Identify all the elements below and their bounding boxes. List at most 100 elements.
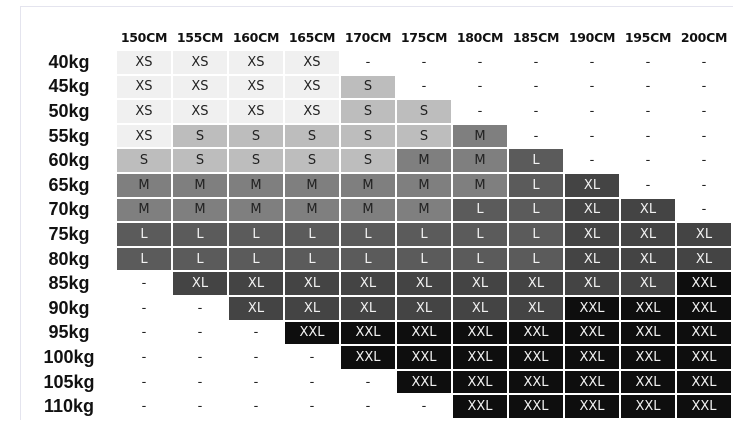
size-cell: - <box>229 370 283 394</box>
size-cell: L <box>229 247 283 271</box>
size-cell: XS <box>285 100 339 123</box>
height-header: 150CM <box>120 30 168 45</box>
size-cell: - <box>565 100 619 123</box>
size-cell: - <box>285 346 339 369</box>
table-row: 100kg - - - - XXL XXL XXL XXL XXL XXL XXL <box>23 346 731 369</box>
weight-label: 70kg <box>48 199 90 220</box>
size-cell: S <box>285 124 339 148</box>
size-cell: - <box>397 75 451 99</box>
size-cell: L <box>117 247 171 271</box>
size-cell: - <box>229 321 283 345</box>
size-cell: - <box>621 124 675 148</box>
size-cell: XL <box>677 247 731 271</box>
size-cell: L <box>453 223 507 246</box>
size-cell: - <box>117 346 171 369</box>
weight-label: 65kg <box>48 174 90 195</box>
height-header: 165CM <box>288 30 336 45</box>
weight-label: 75kg <box>48 223 90 244</box>
size-cell: - <box>341 51 395 74</box>
weight-label: 95kg <box>48 322 90 343</box>
weight-label: 85kg <box>48 273 90 294</box>
size-cell: - <box>565 75 619 99</box>
size-cell: L <box>453 247 507 271</box>
weight-label: 80kg <box>48 248 90 269</box>
table-row: 90kg - - XL XL XL XL XL XL XXL XXL XXL <box>23 296 731 320</box>
size-cell: M <box>341 198 395 222</box>
size-cell: XS <box>117 75 171 99</box>
size-cell: - <box>117 395 171 418</box>
table-row: 65kg M M M M M M M L XL - - <box>23 173 731 197</box>
table-row: 50kg XS XS XS XS S S - - - - - <box>23 100 731 123</box>
size-cell: M <box>341 173 395 197</box>
size-cell: - <box>285 370 339 394</box>
size-cell: XL <box>285 296 339 320</box>
size-cell: XXL <box>453 321 507 345</box>
size-cell: - <box>509 51 563 74</box>
size-cell: XS <box>229 100 283 123</box>
size-cell: - <box>509 124 563 148</box>
size-cell: XXL <box>565 321 619 345</box>
table-row: 95kg - - - XXL XXL XXL XXL XXL XXL XXL XXL <box>23 321 731 345</box>
size-cell: XS <box>117 100 171 123</box>
table-row: 85kg - XL XL XL XL XL XL XL XL XL XXL <box>23 272 731 295</box>
size-cell: XXL <box>285 321 339 345</box>
size-cell: XL <box>565 198 619 222</box>
weight-label: 100kg <box>43 346 95 367</box>
size-cell: M <box>397 149 451 172</box>
size-cell: - <box>621 100 675 123</box>
size-cell: XL <box>565 247 619 271</box>
size-cell: XXL <box>397 346 451 369</box>
size-cell: - <box>117 321 171 345</box>
table-row: 60kg S S S S S M M L - - - <box>23 149 731 172</box>
size-cell: L <box>341 247 395 271</box>
size-cell: L <box>509 173 563 197</box>
size-cell: - <box>173 321 227 345</box>
size-cell: - <box>565 51 619 74</box>
size-cell: L <box>285 247 339 271</box>
size-cell: XL <box>565 272 619 295</box>
size-cell: - <box>453 100 507 123</box>
table-row: 105kg - - - - - XXL XXL XXL XXL XXL XXL <box>23 370 731 394</box>
size-cell: S <box>397 100 451 123</box>
size-cell: - <box>565 124 619 148</box>
size-cell: L <box>117 223 171 246</box>
size-cell: L <box>397 247 451 271</box>
height-header: 175CM <box>400 30 448 45</box>
size-cell: - <box>117 370 171 394</box>
size-cell: - <box>677 124 731 148</box>
size-cell: - <box>677 51 731 74</box>
size-cell: XL <box>453 296 507 320</box>
size-cell: - <box>677 198 731 222</box>
size-cell: - <box>677 173 731 197</box>
size-cell: XXL <box>341 346 395 369</box>
size-cell: XXL <box>621 346 675 369</box>
size-cell: - <box>173 370 227 394</box>
size-cell: XXL <box>341 321 395 345</box>
size-cell: S <box>341 75 395 99</box>
size-cell: M <box>397 173 451 197</box>
size-cell: S <box>341 100 395 123</box>
size-cell: XS <box>117 51 171 74</box>
size-cell: XS <box>285 51 339 74</box>
height-header: 155CM <box>176 30 224 45</box>
size-cell: XL <box>229 272 283 295</box>
size-cell: - <box>173 395 227 418</box>
size-cell: - <box>229 346 283 369</box>
size-cell: XS <box>173 75 227 99</box>
size-cell: - <box>677 75 731 99</box>
size-cell: S <box>285 149 339 172</box>
size-cell: XXL <box>621 370 675 394</box>
weight-label: 40kg <box>48 51 90 72</box>
table-row: 70kg M M M M M M L L XL XL - <box>23 198 731 222</box>
size-cell: L <box>509 247 563 271</box>
size-cell: XL <box>285 272 339 295</box>
size-cell: L <box>173 247 227 271</box>
size-cell: L <box>509 198 563 222</box>
size-cell: - <box>621 149 675 172</box>
size-cell: XL <box>565 223 619 246</box>
size-cell: XXL <box>453 346 507 369</box>
size-cell: XL <box>341 272 395 295</box>
size-chart-table: 150CM 155CM 160CM 165CM 170CM 175CM 180CM 185CM… <box>20 6 733 420</box>
size-cell: XXL <box>453 395 507 418</box>
size-cell: XL <box>229 296 283 320</box>
